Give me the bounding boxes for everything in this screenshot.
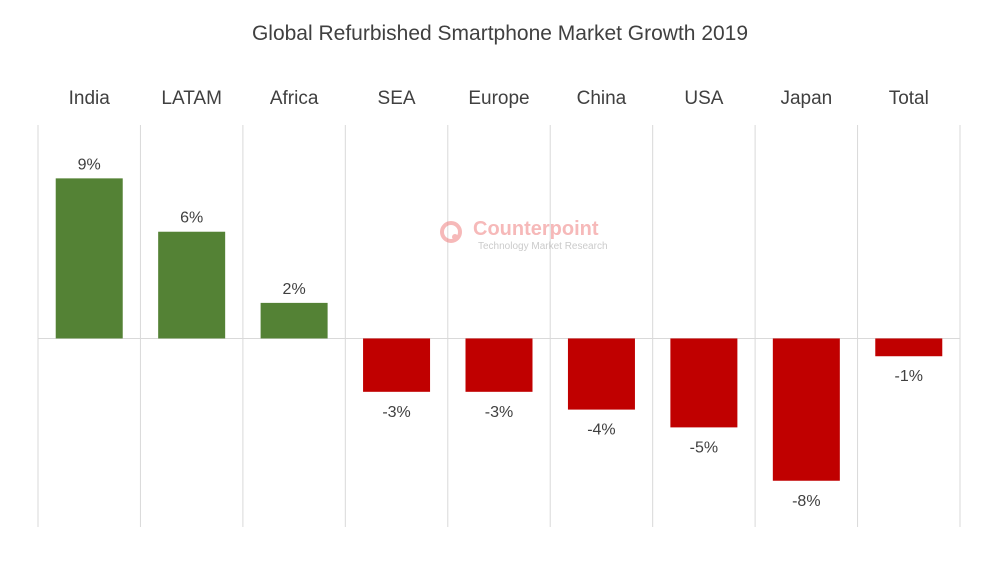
logo-dot-icon <box>452 234 458 240</box>
category-label: SEA <box>378 88 416 109</box>
category-label: Europe <box>468 88 529 109</box>
category-label: Africa <box>270 88 319 109</box>
category-label: China <box>577 88 627 109</box>
data-label: -1% <box>895 368 923 385</box>
data-label: -4% <box>587 422 615 439</box>
data-label: 9% <box>78 156 101 173</box>
labels: India 9% LATAM 6% Africa 2% SEA -3% Europe -3% Chi… <box>69 88 929 510</box>
category-label: Total <box>889 88 929 109</box>
data-label: -5% <box>690 439 718 456</box>
bar-japan <box>772 338 840 481</box>
bar-india <box>55 178 123 339</box>
data-label: 2% <box>283 281 306 298</box>
bar-latam <box>158 231 226 339</box>
watermark-name: Counterpoint <box>473 218 599 240</box>
bar-total <box>875 338 943 357</box>
data-label: -8% <box>792 493 820 510</box>
bar-china <box>567 338 635 410</box>
chart-title: Global Refurbished Smartphone Market Gro… <box>251 22 749 45</box>
bars <box>55 178 943 481</box>
watermark-subtitle: Technology Market Research <box>478 241 608 252</box>
counterpoint-logo-icon <box>440 221 462 243</box>
category-label: LATAM <box>161 88 222 109</box>
data-label: -3% <box>382 404 410 421</box>
data-label: 6% <box>180 210 203 227</box>
category-label: Japan <box>780 88 832 109</box>
data-label: -3% <box>485 404 513 421</box>
bar-europe <box>465 338 533 392</box>
bar-sea <box>363 338 431 392</box>
bar-africa <box>260 302 328 339</box>
category-label: USA <box>684 88 723 109</box>
category-label: India <box>69 88 111 109</box>
counterpoint-watermark: Counterpoint Technology Market Research <box>440 218 640 260</box>
bar-usa <box>670 338 738 428</box>
